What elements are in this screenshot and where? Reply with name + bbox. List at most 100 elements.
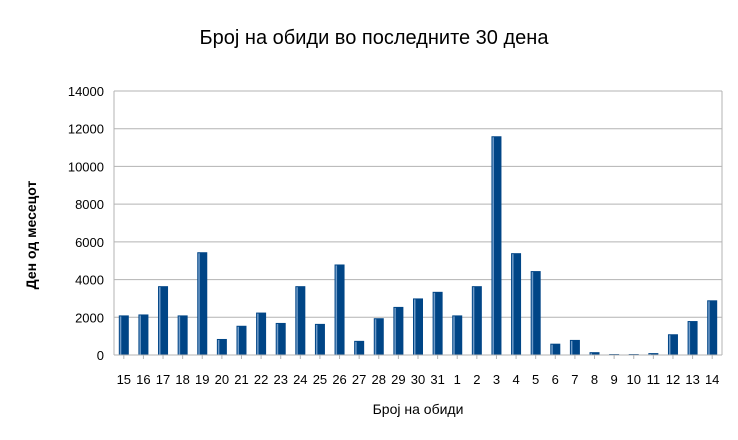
bar	[295, 286, 306, 355]
bar	[354, 340, 365, 355]
x-tick-label: 8	[591, 372, 598, 387]
x-tick-label: 21	[234, 372, 248, 387]
bar	[707, 300, 718, 355]
y-tick-label: 12000	[68, 122, 104, 137]
bar	[452, 315, 463, 355]
x-tick-label: 5	[532, 372, 539, 387]
y-tick-label: 0	[97, 348, 104, 363]
x-tick-labels: 15 16 17 18 19 20 21 22 23 24 25 26 27 28 29 30 31 1 2 3 4 5 6…	[117, 372, 720, 387]
bar-highlight	[531, 272, 534, 355]
x-tick-label: 20	[215, 372, 229, 387]
bar	[118, 315, 129, 355]
x-tick-label: 1	[454, 372, 461, 387]
bar	[275, 322, 286, 355]
chart-title: Број на обиди во последните 30 дена	[200, 27, 550, 49]
bar	[236, 325, 247, 355]
bar-highlight	[512, 254, 514, 355]
bar-highlight	[355, 341, 357, 355]
bar	[471, 286, 482, 355]
bar	[334, 264, 345, 355]
bar-highlight	[453, 316, 455, 355]
x-tick-label: 14	[705, 372, 719, 387]
bar-highlight	[492, 137, 494, 355]
x-tick-label: 28	[372, 372, 386, 387]
bar-highlight	[551, 344, 553, 355]
x-tick-label: 15	[117, 372, 131, 387]
axes	[113, 91, 723, 359]
gridlines	[114, 90, 722, 318]
bar-highlight	[688, 322, 691, 355]
bar	[569, 339, 580, 355]
bar-highlight	[237, 326, 239, 355]
x-tick-label: 17	[156, 372, 170, 387]
y-axis-title: Ден од месецот	[23, 181, 39, 290]
x-tick-label: 12	[666, 372, 680, 387]
bar	[314, 323, 325, 355]
x-tick-label: 25	[313, 372, 327, 387]
bar	[373, 318, 384, 355]
bar-highlight	[472, 287, 475, 355]
bar	[550, 343, 561, 355]
bar-highlight	[257, 313, 259, 355]
bar-highlight	[335, 265, 338, 355]
bar	[413, 298, 423, 355]
x-tick-label: 27	[352, 372, 366, 387]
bar-highlight	[394, 307, 396, 355]
bars	[118, 136, 718, 355]
x-axis-title: Број на обиди	[373, 401, 464, 417]
bar-highlight	[198, 253, 200, 355]
bar-highlight	[217, 339, 220, 355]
bar-highlight	[315, 324, 318, 355]
bar-highlight	[414, 299, 416, 355]
bar-highlight	[276, 323, 279, 355]
y-tick-labels: 0 2000 4000 6000 8000 10000 12000 14000	[68, 84, 104, 363]
y-tick-label: 14000	[68, 84, 104, 99]
bar-highlight	[668, 335, 671, 355]
bar	[530, 271, 541, 355]
x-tick-label: 22	[254, 372, 268, 387]
x-tick-label: 30	[411, 372, 425, 387]
x-tick-label: 18	[175, 372, 189, 387]
bar	[138, 314, 149, 355]
x-tick-label: 10	[627, 372, 641, 387]
bar	[197, 252, 208, 355]
bar	[158, 286, 169, 355]
x-tick-label: 13	[685, 372, 699, 387]
x-tick-label: 3	[493, 372, 500, 387]
bar	[648, 353, 659, 355]
bar	[589, 352, 600, 355]
bar-highlight	[590, 353, 593, 355]
bar	[432, 291, 443, 355]
y-tick-label: 10000	[68, 159, 104, 174]
x-tick-label: 24	[293, 372, 307, 387]
x-tick-label: 11	[647, 372, 661, 387]
bar	[491, 136, 502, 355]
bar-highlight	[119, 316, 122, 355]
bar	[393, 306, 404, 355]
x-tick-label: 31	[430, 372, 444, 387]
bar-highlight	[296, 287, 298, 355]
x-tick-label: 23	[273, 372, 287, 387]
bar	[511, 253, 522, 355]
bar	[667, 334, 678, 355]
x-tick-label: 6	[552, 372, 559, 387]
bar	[256, 312, 267, 355]
x-tick-label: 7	[571, 372, 578, 387]
x-tick-label: 19	[195, 372, 209, 387]
bar	[687, 321, 698, 355]
bar-highlight	[159, 287, 161, 355]
bar-highlight	[708, 301, 710, 355]
x-tick-label: 9	[611, 372, 618, 387]
x-tick-label: 29	[391, 372, 405, 387]
y-tick-label: 4000	[75, 273, 104, 288]
x-tick-label: 16	[136, 372, 150, 387]
y-tick-label: 8000	[75, 197, 104, 212]
bar	[177, 315, 188, 355]
x-tick-label: 2	[473, 372, 480, 387]
bar-highlight	[433, 292, 436, 355]
bar-highlight	[178, 316, 181, 355]
x-tick-label: 4	[512, 372, 519, 387]
bar	[216, 338, 227, 355]
